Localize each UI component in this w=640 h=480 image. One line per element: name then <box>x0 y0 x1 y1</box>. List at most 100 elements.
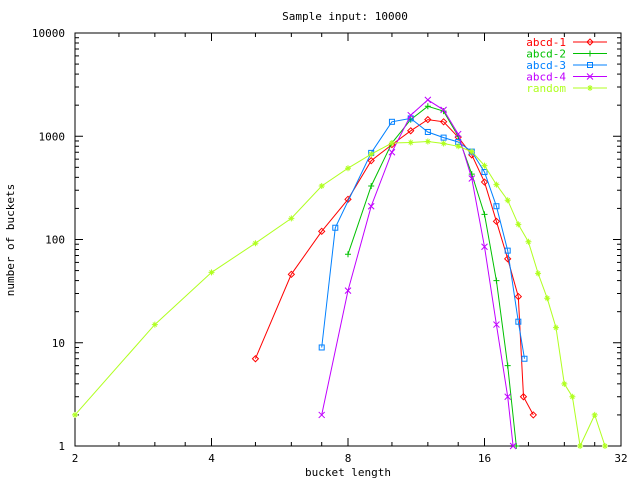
data-point <box>252 240 259 247</box>
data-point <box>493 203 500 210</box>
data-point <box>439 118 448 126</box>
data-point <box>493 277 500 284</box>
data-point <box>504 247 511 254</box>
legend-marker <box>587 85 593 91</box>
data-point <box>591 411 598 418</box>
data-point <box>521 355 528 362</box>
legend-marker <box>586 38 594 46</box>
data-point <box>481 169 488 176</box>
data-point <box>577 443 584 449</box>
x-tick-label: 32 <box>614 452 627 465</box>
data-point <box>424 103 431 110</box>
data-point <box>514 292 523 301</box>
data-point <box>561 380 568 387</box>
data-point <box>504 362 511 369</box>
data-point <box>287 270 296 279</box>
data-point <box>368 182 375 189</box>
series-abcd-4 <box>318 96 517 450</box>
x-axis-label: bucket length <box>305 466 391 479</box>
data-point <box>454 130 462 138</box>
chart-title: Sample input: 10000 <box>282 10 408 23</box>
data-point <box>318 411 326 419</box>
data-point <box>424 128 431 135</box>
data-point <box>368 151 375 158</box>
data-point <box>208 269 215 276</box>
data-point <box>481 243 488 251</box>
data-point <box>529 411 538 419</box>
data-point <box>455 143 462 150</box>
data-point <box>72 411 78 418</box>
data-point <box>407 139 414 146</box>
data-point <box>424 96 432 104</box>
legend-marker <box>587 62 593 68</box>
data-point <box>332 224 339 231</box>
data-point <box>468 171 475 178</box>
series-group <box>72 96 608 450</box>
data-point <box>288 215 295 222</box>
legend-marker <box>587 50 593 57</box>
legend-label: abcd-1 <box>526 36 566 49</box>
data-point <box>468 148 475 155</box>
data-point <box>317 227 326 236</box>
data-point <box>367 202 375 210</box>
data-point <box>318 344 325 351</box>
data-point <box>493 321 500 328</box>
data-point <box>440 134 447 141</box>
data-point <box>544 295 551 302</box>
y-tick-label: 1000 <box>39 130 66 143</box>
series-line <box>254 119 534 416</box>
data-point <box>509 442 517 450</box>
y-axis-label: number of buckets <box>4 184 17 297</box>
data-point <box>481 211 488 218</box>
x-tick-label: 4 <box>208 452 215 465</box>
data-point <box>525 238 532 245</box>
data-point <box>493 181 500 188</box>
data-point <box>552 324 559 331</box>
y-tick-label: 10000 <box>32 27 65 40</box>
data-point <box>440 106 447 114</box>
y-tick-label: 10 <box>52 337 65 350</box>
data-point <box>513 443 520 449</box>
legend-label: random <box>526 82 566 95</box>
x-tick-label: 2 <box>72 452 79 465</box>
series-abcd-2 <box>345 103 520 449</box>
x-tick-label: 8 <box>345 452 352 465</box>
y-tick-label: 1 <box>58 440 65 453</box>
axis-ticks: 2 4 8 16 32 1 10 100 1000 10000 <box>32 27 628 465</box>
series-random <box>72 138 608 449</box>
data-point <box>504 393 512 401</box>
legend-label: abcd-2 <box>526 48 566 61</box>
x-tick-label: 16 <box>478 452 491 465</box>
legend-label: abcd-4 <box>526 71 566 84</box>
data-point <box>492 217 501 226</box>
data-point <box>535 270 542 277</box>
data-point <box>515 221 522 228</box>
data-point <box>345 165 351 172</box>
data-point <box>424 138 431 145</box>
data-point <box>440 140 447 147</box>
series-line <box>347 105 517 447</box>
legend-marker <box>586 73 594 80</box>
data-point <box>388 118 395 125</box>
data-point <box>407 111 415 119</box>
data-point <box>504 197 511 204</box>
data-point <box>318 182 325 189</box>
data-point <box>515 318 522 325</box>
data-point <box>407 127 415 135</box>
data-point <box>481 162 488 169</box>
data-point <box>440 108 447 115</box>
data-point <box>388 148 396 156</box>
y-tick-label: 100 <box>45 234 65 247</box>
data-point <box>480 178 489 186</box>
data-point <box>367 156 375 165</box>
data-point <box>424 115 432 124</box>
data-point <box>468 175 476 182</box>
data-point <box>569 393 576 400</box>
data-point <box>251 355 260 363</box>
data-point <box>345 251 351 258</box>
data-point <box>344 287 352 294</box>
series-line <box>321 99 514 447</box>
data-point <box>519 393 528 401</box>
